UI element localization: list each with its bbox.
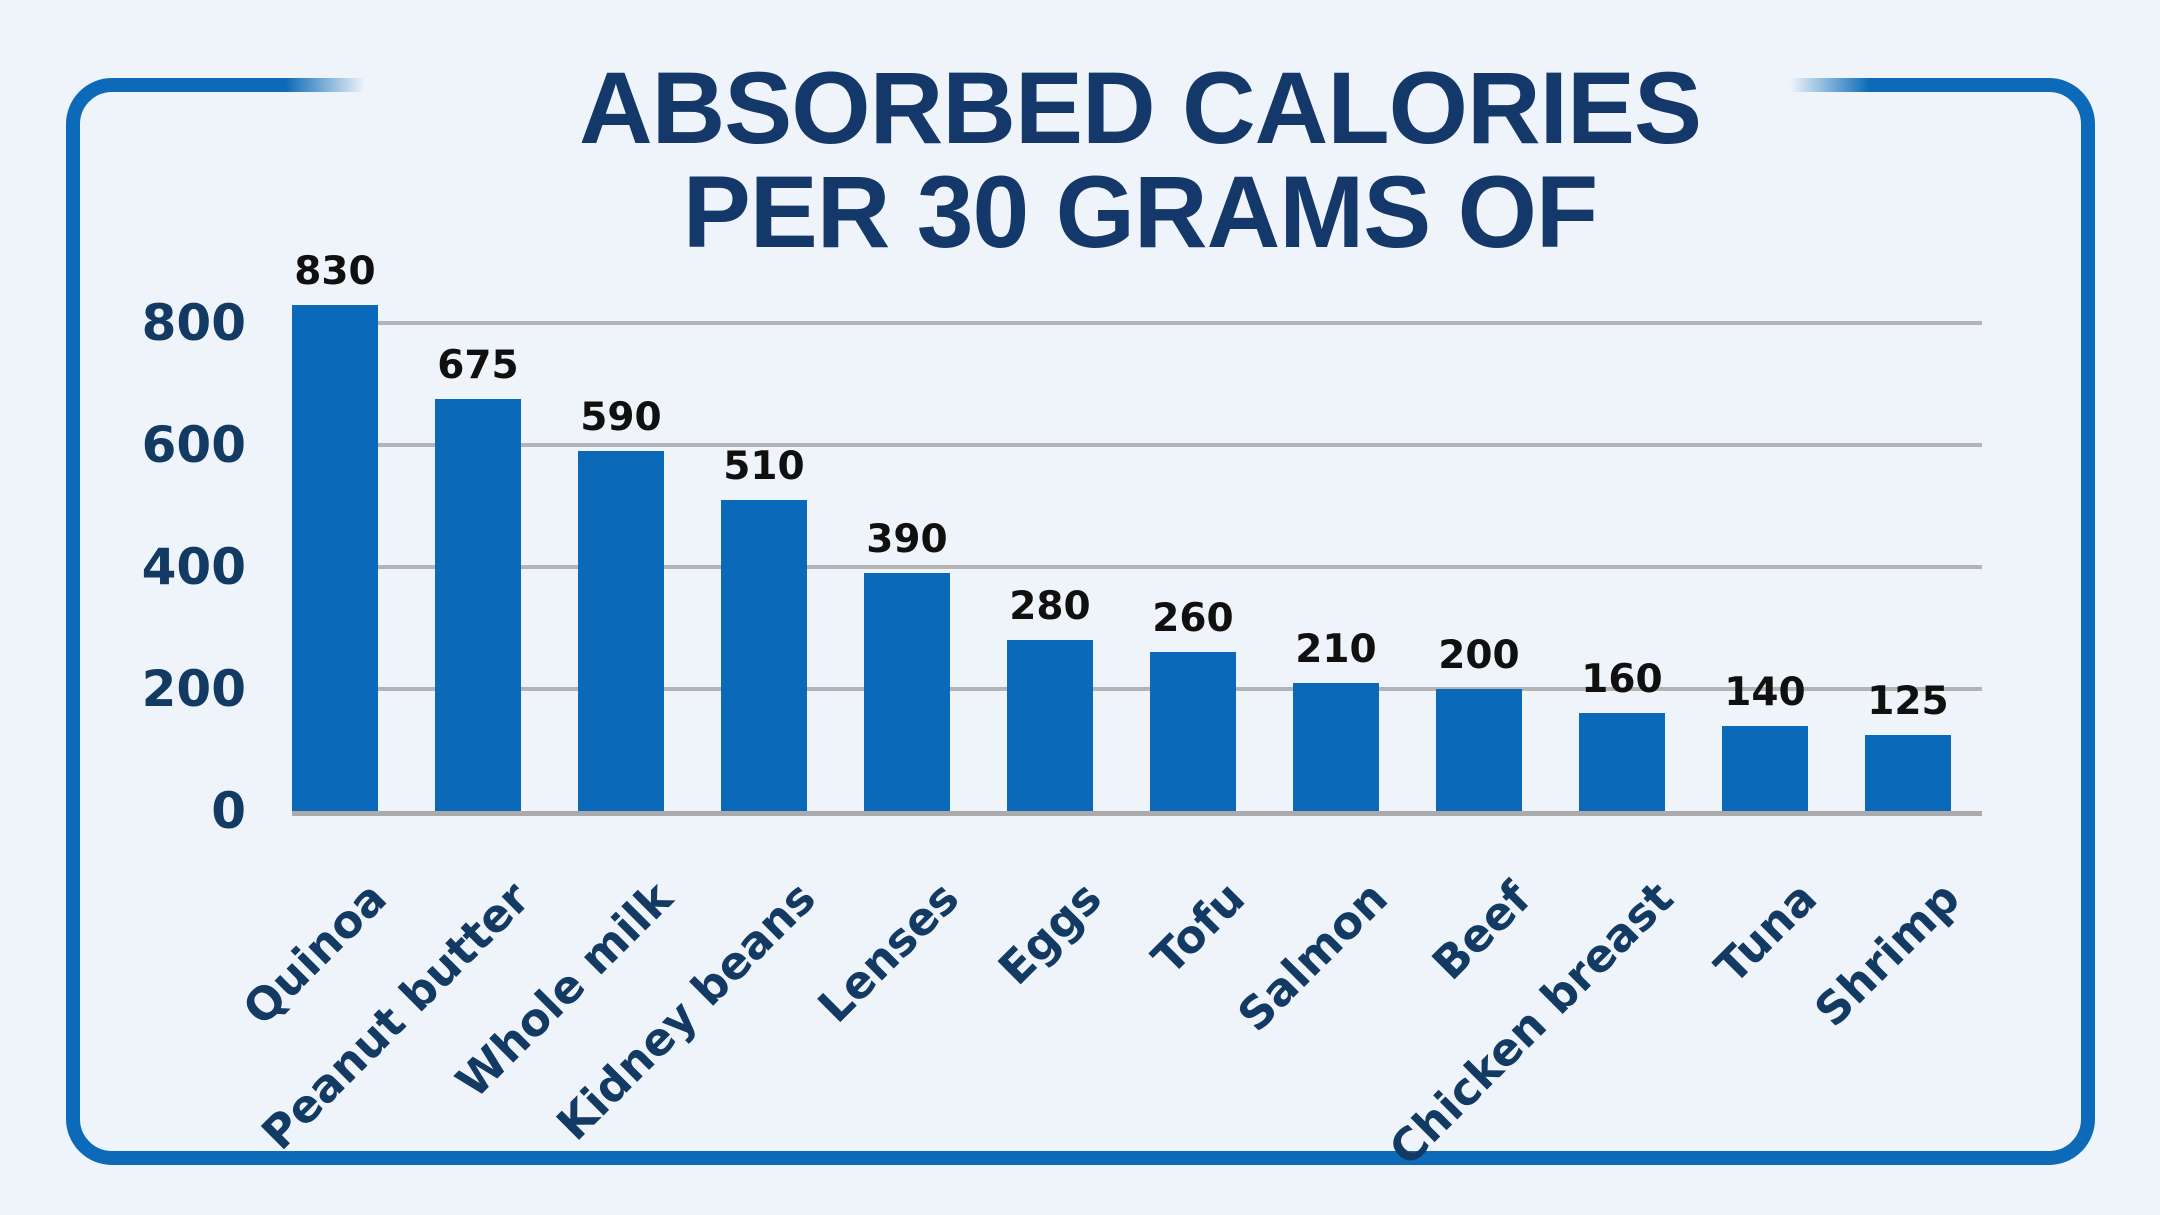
bar-value-label-lenses: 390 (866, 517, 948, 562)
gridline-400 (292, 565, 1982, 569)
bar-peanut-butter (435, 399, 521, 811)
chart-title-line-1: ABSORBED CALORIES (578, 51, 1702, 165)
x-axis-label-kidney-beans: Kidney beans (546, 871, 826, 1151)
bar-beef (1436, 689, 1522, 811)
gridline-600 (292, 443, 1982, 447)
y-tick-label-600: 600 (141, 416, 246, 474)
bar-lenses (864, 573, 950, 811)
bar-value-label-salmon: 210 (1295, 627, 1377, 672)
bar-value-label-shrimp: 125 (1867, 679, 1949, 724)
chart-title-line-2: PER 30 GRAMS OF (682, 155, 1599, 269)
y-tick-label-800: 800 (141, 294, 246, 352)
bar-value-label-tuna: 140 (1724, 670, 1806, 715)
bar-shrimp (1865, 735, 1951, 811)
gridline-200 (292, 687, 1982, 691)
bar-kidney-beans (721, 500, 807, 811)
bar-value-label-whole-milk: 590 (580, 395, 662, 440)
x-axis-label-lenses: Lenses (807, 871, 969, 1033)
bar-value-label-tofu: 260 (1152, 596, 1234, 641)
bar-quinoa (292, 305, 378, 811)
bar-value-label-peanut-butter: 675 (437, 343, 519, 388)
x-axis-label-beef: Beef (1422, 871, 1541, 991)
y-tick-label-200: 200 (141, 660, 246, 718)
bar-eggs (1007, 640, 1093, 811)
x-axis-label-peanut-butter: Peanut butter (251, 871, 540, 1160)
x-axis-label-shrimp: Shrimp (1804, 871, 1970, 1037)
bar-value-label-chicken-breast: 160 (1581, 657, 1663, 702)
bar-value-label-kidney-beans: 510 (723, 444, 805, 489)
y-tick-label-0: 0 (211, 782, 246, 840)
x-axis-label-tofu: Tofu (1141, 871, 1255, 985)
bar-value-label-beef: 200 (1438, 633, 1520, 678)
chart-title: ABSORBED CALORIES PER 30 GRAMS OF (120, 56, 2160, 264)
bar-tuna (1722, 726, 1808, 811)
bar-salmon (1293, 683, 1379, 811)
bar-chicken-breast (1579, 713, 1665, 811)
x-axis-label-eggs: Eggs (988, 871, 1112, 996)
bar-whole-milk (578, 451, 664, 811)
gridline-800 (292, 321, 1982, 325)
y-tick-label-400: 400 (141, 538, 246, 596)
x-axis-baseline (292, 811, 1982, 816)
bar-value-label-eggs: 280 (1009, 584, 1091, 629)
bar-value-label-quinoa: 830 (294, 249, 376, 294)
x-axis-label-salmon: Salmon (1227, 871, 1398, 1042)
bar-tofu (1150, 652, 1236, 811)
x-axis-label-tuna: Tuna (1704, 871, 1827, 994)
frame-top-border-gap (285, 70, 1870, 102)
